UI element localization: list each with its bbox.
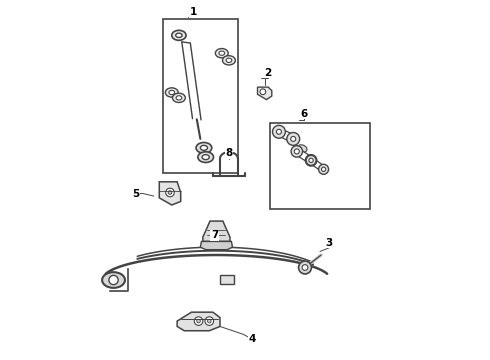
Circle shape xyxy=(276,129,281,134)
Ellipse shape xyxy=(176,33,182,37)
Circle shape xyxy=(260,89,266,95)
Text: 1: 1 xyxy=(190,7,197,17)
Text: 8: 8 xyxy=(225,148,233,158)
Circle shape xyxy=(207,319,211,323)
Ellipse shape xyxy=(297,145,307,152)
Circle shape xyxy=(305,155,317,166)
Text: 6: 6 xyxy=(300,109,308,119)
Circle shape xyxy=(302,265,308,270)
Circle shape xyxy=(166,188,174,197)
Ellipse shape xyxy=(200,145,207,150)
Ellipse shape xyxy=(196,143,212,153)
Text: 7: 7 xyxy=(211,230,219,240)
Circle shape xyxy=(194,317,203,325)
Circle shape xyxy=(309,158,313,162)
Circle shape xyxy=(298,261,312,274)
Circle shape xyxy=(168,191,172,194)
Ellipse shape xyxy=(222,56,235,65)
Ellipse shape xyxy=(215,49,228,58)
Ellipse shape xyxy=(165,88,178,97)
Polygon shape xyxy=(200,242,232,249)
Text: 2: 2 xyxy=(265,68,272,78)
Polygon shape xyxy=(177,312,220,331)
Circle shape xyxy=(272,125,285,138)
Bar xyxy=(220,275,234,284)
Polygon shape xyxy=(258,87,272,100)
Circle shape xyxy=(318,164,329,174)
Ellipse shape xyxy=(172,30,186,40)
Ellipse shape xyxy=(169,90,174,95)
Text: 4: 4 xyxy=(248,334,256,344)
Circle shape xyxy=(197,319,200,323)
Circle shape xyxy=(291,136,296,141)
Circle shape xyxy=(287,132,300,145)
Polygon shape xyxy=(203,221,230,242)
Ellipse shape xyxy=(198,152,214,162)
Circle shape xyxy=(291,146,302,157)
Circle shape xyxy=(306,156,316,165)
Circle shape xyxy=(309,158,314,163)
Polygon shape xyxy=(159,182,181,205)
Ellipse shape xyxy=(219,51,224,55)
Ellipse shape xyxy=(172,93,185,103)
Circle shape xyxy=(294,149,299,154)
Bar xyxy=(270,123,370,208)
Circle shape xyxy=(205,317,214,325)
Ellipse shape xyxy=(176,96,182,100)
Bar xyxy=(163,19,238,173)
Ellipse shape xyxy=(102,272,125,288)
Ellipse shape xyxy=(202,155,209,159)
Text: 3: 3 xyxy=(325,238,333,248)
Text: 5: 5 xyxy=(132,189,140,199)
Circle shape xyxy=(321,167,326,171)
Circle shape xyxy=(109,275,118,285)
Ellipse shape xyxy=(226,58,232,63)
